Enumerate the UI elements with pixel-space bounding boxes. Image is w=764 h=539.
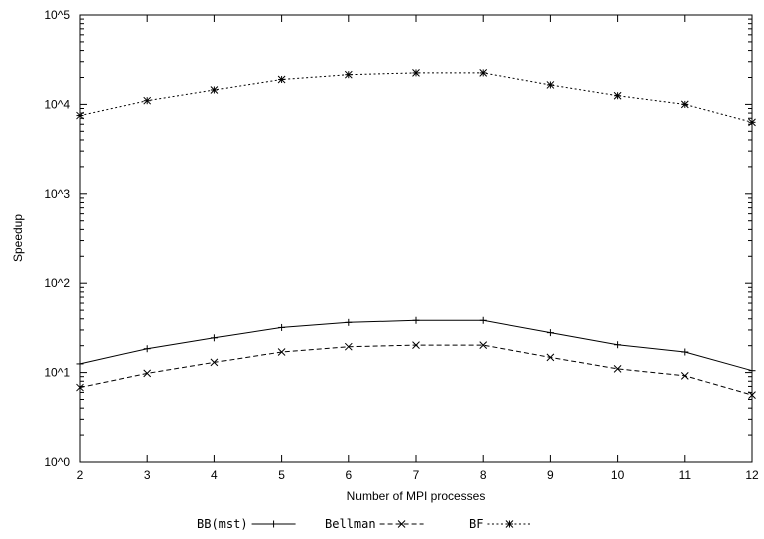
series-line <box>79 344 753 396</box>
x-tick-label: 12 <box>745 468 759 482</box>
data-point <box>748 367 756 375</box>
data-point <box>143 345 151 353</box>
data-point <box>613 91 622 100</box>
data-point <box>680 100 689 109</box>
series-plus <box>76 316 756 375</box>
data-point <box>143 369 152 378</box>
legend-label: Bellman <box>325 517 376 531</box>
data-point <box>76 383 84 392</box>
data-point <box>546 81 555 89</box>
x-tick-label: 8 <box>480 468 487 482</box>
data-point <box>681 348 689 356</box>
data-point <box>277 75 286 84</box>
y-tick-label: 10^4 <box>44 97 70 111</box>
y-tick-label: 10^1 <box>44 366 70 380</box>
legend-marker <box>270 520 278 528</box>
x-tick-label: 9 <box>547 468 554 482</box>
data-point <box>412 316 420 324</box>
plot-frame <box>79 14 753 463</box>
x-tick-label: 4 <box>211 468 218 482</box>
y-tick-label: 10^2 <box>44 276 70 290</box>
data-point <box>278 323 286 331</box>
data-point <box>76 360 84 368</box>
data-point <box>613 365 622 373</box>
data-point <box>479 316 487 324</box>
x-axis-title: Number of MPI processes <box>347 489 486 503</box>
data-point <box>344 342 353 351</box>
data-point <box>479 341 488 349</box>
series-x <box>76 341 756 399</box>
series-line <box>79 72 753 123</box>
data-point <box>210 334 218 342</box>
x-tick-label: 6 <box>345 468 352 482</box>
x-tick-label: 5 <box>278 468 285 482</box>
axis-ticks <box>79 14 753 463</box>
data-point <box>143 96 152 105</box>
x-tick-label: 10 <box>611 468 625 482</box>
data-point <box>479 69 488 77</box>
data-point <box>210 358 219 367</box>
x-tick-labels: 2 3 4 5 6 7 8 9 10 11 12 <box>77 468 759 482</box>
data-point <box>680 371 689 380</box>
series-layer <box>76 69 756 399</box>
x-tick-label: 7 <box>413 468 420 482</box>
legend-label: BB(mst) <box>197 517 248 531</box>
y-tick-label: 10^0 <box>44 455 70 469</box>
x-tick-label: 3 <box>144 468 151 482</box>
legend: BB(mst) Bellman BF <box>197 517 532 531</box>
x-tick-label: 2 <box>77 468 84 482</box>
data-point <box>748 391 756 399</box>
data-point <box>614 341 622 349</box>
y-tick-label: 10^3 <box>44 187 70 201</box>
data-point <box>210 86 219 94</box>
data-point <box>277 348 286 356</box>
y-tick-label: 10^5 <box>44 8 70 22</box>
x-tick-label: 11 <box>679 468 692 482</box>
data-point <box>412 341 420 349</box>
data-point <box>546 329 554 337</box>
legend-marker <box>397 520 406 528</box>
series-asterisk <box>76 69 756 127</box>
legend-label: BF <box>469 517 483 531</box>
data-point <box>412 69 420 77</box>
data-point <box>546 353 555 362</box>
data-point <box>76 111 84 120</box>
y-axis-title: Speedup <box>11 214 25 262</box>
y-tick-labels: 10^0 10^1 10^2 10^3 10^4 10^5 <box>44 8 70 469</box>
data-point <box>748 118 756 127</box>
legend-marker <box>505 520 514 528</box>
data-point <box>344 70 353 79</box>
data-point <box>345 318 353 326</box>
